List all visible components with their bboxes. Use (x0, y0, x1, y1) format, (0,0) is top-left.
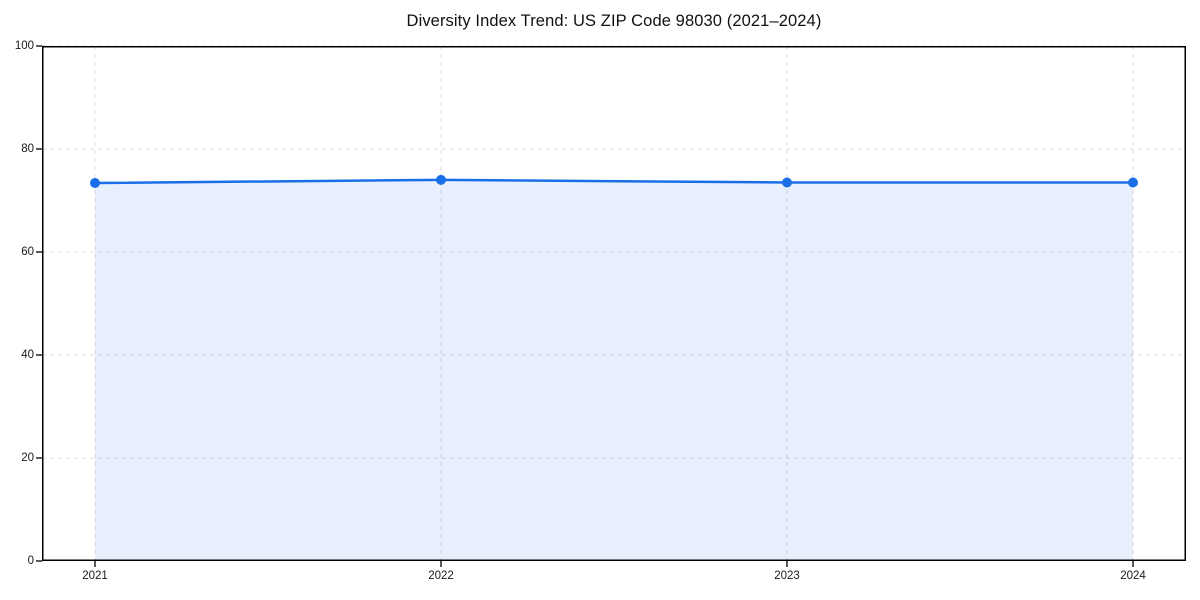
chart-title: Diversity Index Trend: US ZIP Code 98030… (406, 12, 822, 30)
line-chart (36, 45, 1186, 567)
data-point-marker (90, 177, 100, 188)
plot-area (36, 45, 1186, 567)
y-tick-label: 80 (21, 143, 34, 155)
x-tick-label: 2024 (1120, 570, 1146, 582)
data-point-marker (436, 174, 446, 185)
area-fill (95, 179, 1133, 561)
x-tick-label: 2023 (774, 570, 800, 582)
data-point-marker (1128, 177, 1138, 188)
x-tick-label: 2022 (428, 570, 454, 582)
axes-spines (42, 46, 1186, 561)
x-tick-label: 2021 (82, 570, 108, 582)
data-point-marker (782, 177, 792, 188)
trend-line (93, 178, 1135, 185)
y-tick-label: 0 (27, 555, 34, 567)
y-tick-label: 100 (14, 40, 34, 52)
y-tick-label: 20 (21, 452, 34, 464)
y-tick-label: 60 (21, 246, 34, 258)
y-tick-label: 40 (21, 349, 34, 361)
